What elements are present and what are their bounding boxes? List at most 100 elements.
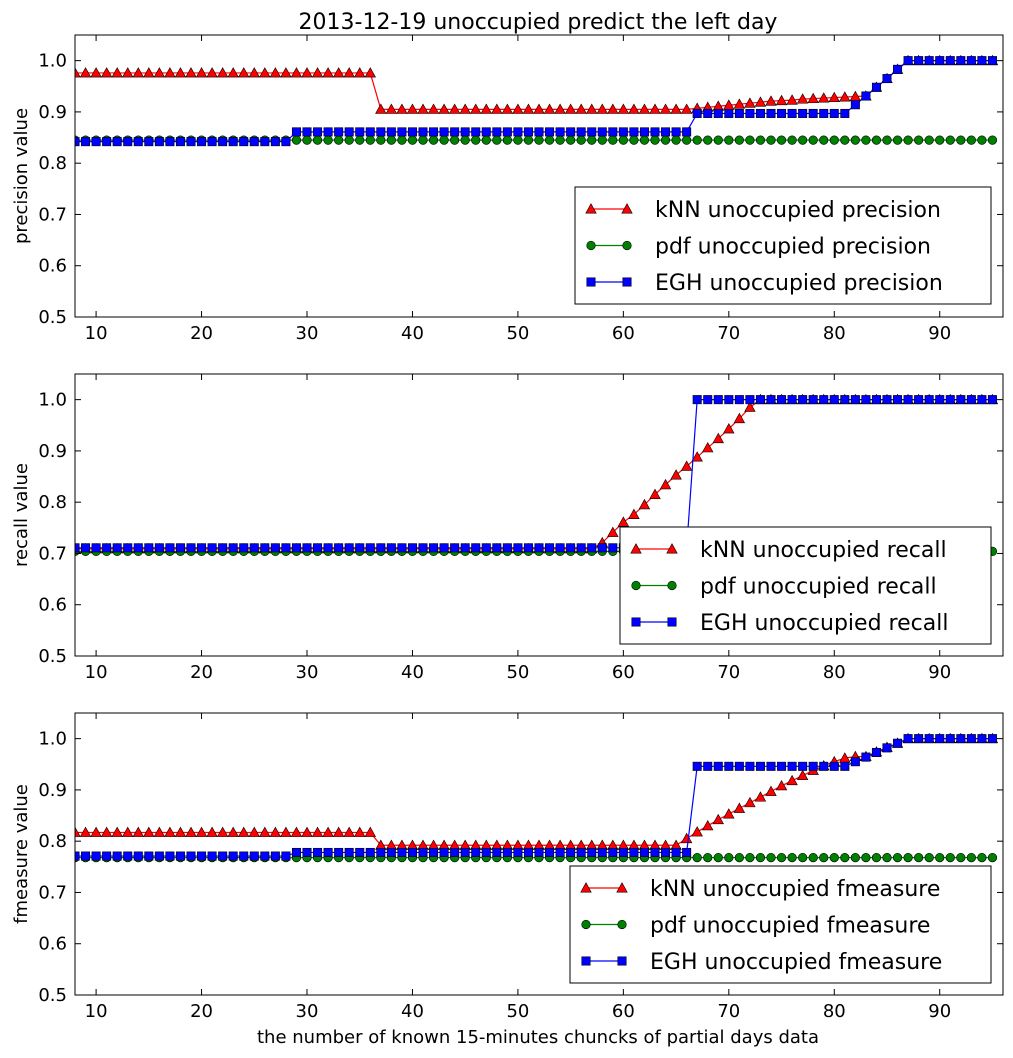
data-point-marker — [513, 847, 523, 857]
data-point-marker — [819, 761, 829, 771]
data-point-marker — [481, 135, 491, 145]
data-point-marker — [386, 127, 396, 137]
x-tick-label: 80 — [823, 1001, 846, 1022]
data-point-marker — [977, 135, 987, 145]
data-point-marker — [724, 108, 734, 118]
data-point-marker — [396, 103, 408, 114]
y-tick-label: 1.0 — [38, 390, 67, 411]
data-point-marker — [945, 56, 955, 66]
data-point-marker — [364, 67, 376, 78]
x-tick-label: 10 — [85, 1001, 108, 1022]
data-point-marker — [429, 543, 439, 553]
data-point-marker — [712, 432, 724, 444]
x-tick-label: 40 — [401, 1001, 424, 1022]
data-point-marker — [195, 67, 208, 78]
data-point-marker — [608, 847, 618, 857]
data-point-marker — [840, 395, 850, 405]
data-point-marker — [154, 851, 164, 861]
data-point-marker — [649, 488, 661, 499]
data-point-marker — [861, 135, 871, 145]
data-point-marker — [682, 847, 692, 857]
legend-entry: pdf unoccupied precision — [586, 235, 931, 260]
data-point-marker — [450, 847, 460, 857]
data-point-marker — [144, 137, 154, 147]
data-point-marker — [818, 92, 830, 103]
data-point-marker — [724, 135, 734, 145]
data-point-marker — [629, 847, 639, 857]
data-point-marker — [343, 826, 355, 837]
data-point-marker — [755, 108, 765, 118]
legend-label: EGH unoccupied fmeasure — [650, 950, 942, 975]
data-point-marker — [492, 543, 502, 553]
x-tick-label: 90 — [928, 662, 951, 683]
data-point-marker — [460, 543, 470, 553]
data-point-marker — [924, 135, 934, 145]
data-point-marker — [175, 137, 185, 147]
data-point-marker — [638, 103, 651, 114]
data-point-marker — [260, 543, 270, 553]
data-point-marker — [143, 826, 155, 837]
data-point-marker — [290, 826, 303, 837]
x-tick-label: 60 — [612, 323, 635, 344]
data-point-marker — [427, 103, 440, 114]
data-point-marker — [311, 826, 324, 837]
data-point-marker — [334, 847, 344, 857]
data-point-marker — [777, 108, 787, 118]
data-point-marker — [596, 103, 608, 114]
data-point-marker — [523, 127, 533, 137]
x-tick-label: 20 — [190, 662, 213, 683]
data-point-marker — [754, 96, 767, 107]
data-point-marker — [850, 395, 860, 405]
data-point-marker — [301, 826, 313, 837]
data-point-marker — [766, 108, 776, 118]
y-tick-label: 0.6 — [38, 934, 67, 955]
x-axis: 10 20 30 40 50 60 70 80 90 — [85, 35, 951, 344]
data-point-marker — [775, 779, 788, 791]
data-point-marker — [871, 852, 882, 863]
data-point-marker — [861, 752, 871, 762]
data-point-marker — [197, 543, 207, 553]
data-point-marker — [839, 91, 851, 102]
data-point-marker — [935, 56, 945, 66]
data-point-marker — [207, 543, 217, 553]
data-point-marker — [882, 135, 892, 145]
data-point-marker — [332, 826, 345, 837]
data-point-marker — [438, 103, 450, 114]
data-point-marker — [460, 847, 470, 857]
data-point-marker — [713, 852, 723, 863]
data-point-marker — [154, 543, 164, 553]
data-point-marker — [798, 852, 808, 863]
series-line — [75, 399, 993, 549]
data-point-marker — [302, 127, 312, 137]
data-point-marker — [471, 135, 481, 145]
data-point-marker — [344, 847, 354, 857]
data-point-marker — [628, 103, 640, 114]
data-point-marker — [259, 67, 271, 78]
data-point-marker — [343, 67, 355, 78]
data-point-marker — [481, 847, 491, 857]
data-point-marker — [545, 847, 555, 857]
data-point-marker — [734, 395, 744, 405]
data-point-marker — [903, 852, 913, 863]
data-point-marker — [216, 826, 229, 837]
data-point-marker — [81, 137, 91, 147]
data-point-marker — [248, 67, 260, 78]
data-point-marker — [745, 395, 755, 405]
data-point-marker — [893, 64, 903, 74]
data-point-marker — [691, 826, 703, 837]
data-point-marker — [829, 761, 839, 771]
legend-box — [574, 186, 992, 305]
data-point-marker — [618, 127, 628, 137]
data-point-marker — [850, 757, 860, 767]
data-point-marker — [733, 98, 746, 109]
data-point-marker — [987, 852, 998, 863]
data-point-marker — [102, 137, 112, 147]
x-tick-label: 20 — [190, 1001, 213, 1022]
data-point-marker — [566, 847, 576, 857]
data-point-marker — [765, 785, 777, 796]
data-point-marker — [344, 135, 354, 145]
y-tick-label: 0.5 — [38, 307, 67, 328]
data-point-marker — [733, 412, 746, 424]
data-point-marker — [861, 852, 871, 863]
data-point-marker — [122, 826, 134, 837]
